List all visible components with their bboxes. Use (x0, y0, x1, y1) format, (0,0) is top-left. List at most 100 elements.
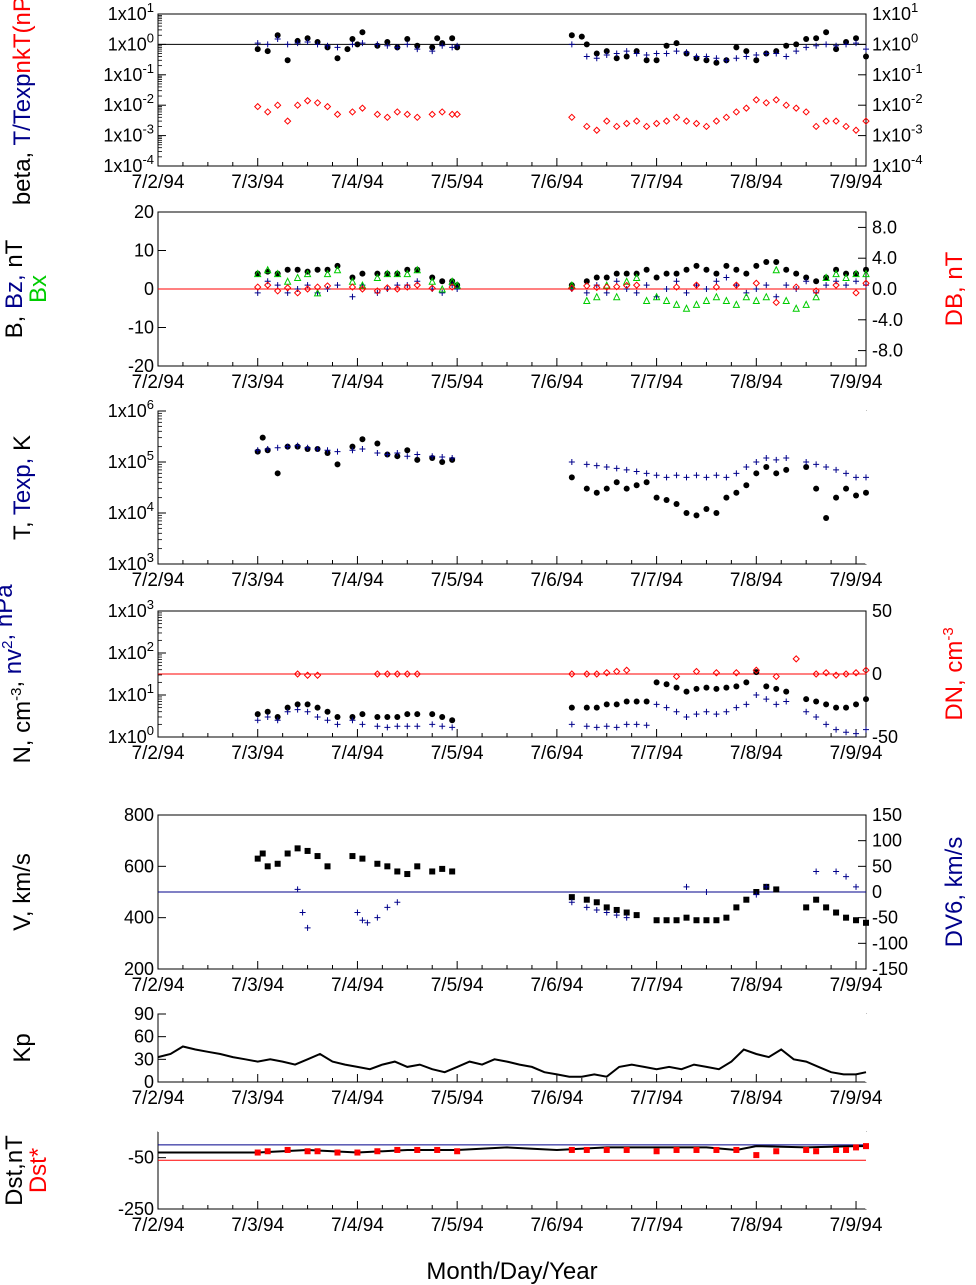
data-point (314, 41, 321, 48)
data-point (843, 729, 850, 736)
data-point (583, 670, 591, 678)
data-point (304, 38, 311, 45)
x-tick-label: 7/5/94 (431, 1088, 484, 1109)
x-tick-label: 7/7/94 (630, 172, 683, 193)
data-point (333, 265, 342, 274)
data-point (414, 456, 421, 463)
data-point (373, 273, 382, 281)
data-point (313, 671, 322, 679)
data-point (792, 655, 800, 663)
data-point (853, 35, 860, 42)
data-point (403, 670, 412, 678)
data-point (822, 669, 830, 677)
data-point (303, 97, 312, 105)
data-point (294, 266, 301, 273)
data-point (603, 904, 610, 911)
data-point (833, 278, 840, 285)
series (254, 669, 869, 724)
data-point (693, 472, 700, 479)
data-point (592, 292, 601, 301)
data-point (254, 855, 261, 862)
data-point (593, 274, 600, 281)
data-point (449, 724, 456, 731)
data-point (753, 51, 760, 58)
data-point (683, 474, 690, 481)
data-point (823, 514, 830, 521)
data-point (374, 860, 381, 867)
data-point (743, 482, 750, 489)
data-point (349, 447, 356, 454)
data-point (453, 281, 461, 289)
data-point (813, 868, 820, 875)
y-tick-label-right: 50 (872, 601, 892, 621)
x-tick-label: 7/9/94 (830, 1088, 883, 1109)
data-point (862, 666, 870, 674)
series (254, 259, 869, 289)
data-point (862, 269, 870, 278)
data-point (263, 265, 272, 274)
data-point (568, 704, 575, 711)
data-point (349, 717, 356, 724)
data-point (414, 266, 421, 273)
data-point (359, 445, 366, 452)
data-point (863, 53, 869, 60)
data-point (393, 285, 402, 293)
data-point (792, 104, 800, 112)
data-point (264, 713, 271, 720)
data-point (852, 289, 860, 297)
data-point (383, 269, 392, 278)
y-tick-label-right: 0.0 (872, 279, 897, 299)
data-point (348, 108, 357, 116)
data-point (449, 717, 456, 724)
data-point (753, 57, 760, 64)
y-tick-label: -50 (128, 1148, 154, 1168)
panel-velocity: 7/2/94 7/3/94 7/4/94 7/5/94 7/6/94 7/7/94 7/8/… (9, 805, 968, 996)
data-point (833, 494, 840, 501)
y-tick-label-right: 1x10-3 (872, 122, 923, 146)
data-point (613, 50, 620, 57)
data-point (663, 50, 670, 57)
data-point (772, 96, 780, 104)
data-point (653, 701, 660, 708)
data-point (633, 289, 640, 296)
data-point (264, 48, 271, 55)
y-tick-label: 0 (144, 279, 154, 299)
data-point (723, 494, 730, 501)
data-point (303, 671, 312, 679)
data-point (293, 670, 302, 678)
data-point (264, 278, 271, 285)
data-point (349, 853, 356, 860)
data-point (643, 470, 650, 477)
data-point (283, 117, 292, 125)
data-point (812, 670, 820, 678)
data-point (783, 282, 790, 289)
data-point (264, 1148, 271, 1155)
x-tick-label: 7/9/94 (830, 743, 883, 764)
data-point (254, 40, 261, 47)
data-point (284, 850, 291, 857)
x-tick-label: 7/5/94 (431, 1215, 484, 1236)
data-point (813, 896, 820, 903)
data-point (743, 48, 750, 55)
data-point (612, 667, 621, 676)
data-point (314, 713, 321, 720)
data-point (723, 57, 730, 64)
y-tick-label: 30 (134, 1049, 154, 1069)
data-point (414, 46, 421, 53)
data-point (623, 721, 630, 728)
data-point (632, 281, 641, 289)
x-tick-label: 7/6/94 (530, 1215, 583, 1236)
data-point (803, 696, 810, 703)
data-point (692, 667, 701, 676)
data-point (713, 711, 720, 718)
data-point (434, 1146, 441, 1153)
data-point (783, 266, 790, 273)
data-point (274, 270, 281, 277)
data-point (853, 917, 860, 924)
data-point (274, 713, 281, 720)
x-tick-label: 7/3/94 (231, 1215, 284, 1236)
y-tick-label: 1x102 (108, 639, 154, 663)
data-point (384, 904, 391, 911)
data-point (264, 41, 271, 48)
data-point (439, 278, 446, 285)
